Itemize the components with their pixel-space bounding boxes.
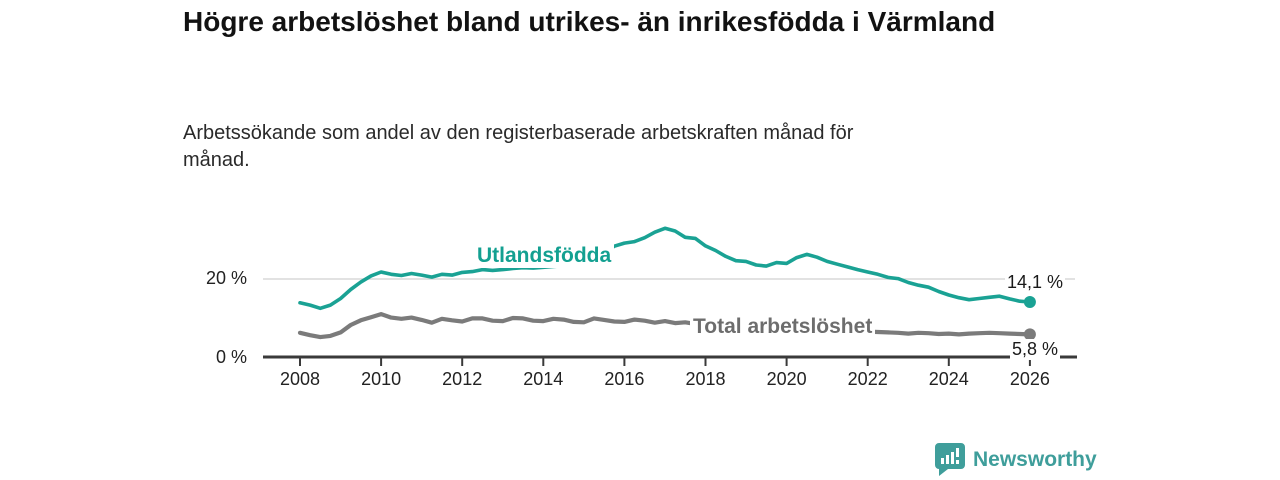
x-tick-label-2016: 2016 <box>604 369 644 389</box>
x-tick-label-2010: 2010 <box>361 369 401 389</box>
series-line-utlandsfodda <box>298 226 1032 311</box>
x-tick-label-2014: 2014 <box>523 369 563 389</box>
series-line-total-arbetsloshet <box>297 312 1033 340</box>
x-tick-label-2018: 2018 <box>685 369 725 389</box>
end-value-label-total: 5,8 % <box>1010 339 1061 360</box>
x-tick-label-2026: 2026 <box>1010 369 1050 389</box>
series-end-dot-total-arbetsloshet <box>1023 328 1036 341</box>
y-axis-label-0: 0 % <box>215 347 247 367</box>
newsworthy-logo[interactable]: Newsworthy <box>935 443 1097 476</box>
x-tick-label-2012: 2012 <box>442 369 482 389</box>
newsworthy-logo-text: Newsworthy <box>973 448 1097 471</box>
x-tick-label-2020: 2020 <box>767 369 807 389</box>
speech-bubble-shape <box>935 443 965 476</box>
x-tick-label-2008: 2008 <box>280 369 320 389</box>
chart-subtitle: Arbetssökande som andel av den registerb… <box>183 122 854 171</box>
y-axis-label-20: 20 % <box>205 268 247 288</box>
series-label-total-arbetsloshet: Total arbetslöshet <box>690 314 876 340</box>
x-tick-label-2024: 2024 <box>929 369 969 389</box>
x-tick-label-2022: 2022 <box>848 369 888 389</box>
end-value-label-utlandsfodda: 14,1 % <box>1005 272 1066 293</box>
newsworthy-logo-icon <box>935 443 965 476</box>
series-end-dot-utlandsfodda <box>1023 296 1036 309</box>
series-label-utlandsfodda: Utlandsfödda <box>474 243 615 269</box>
chart-title: Högre arbetslöshet bland utrikes- än inr… <box>183 6 996 37</box>
